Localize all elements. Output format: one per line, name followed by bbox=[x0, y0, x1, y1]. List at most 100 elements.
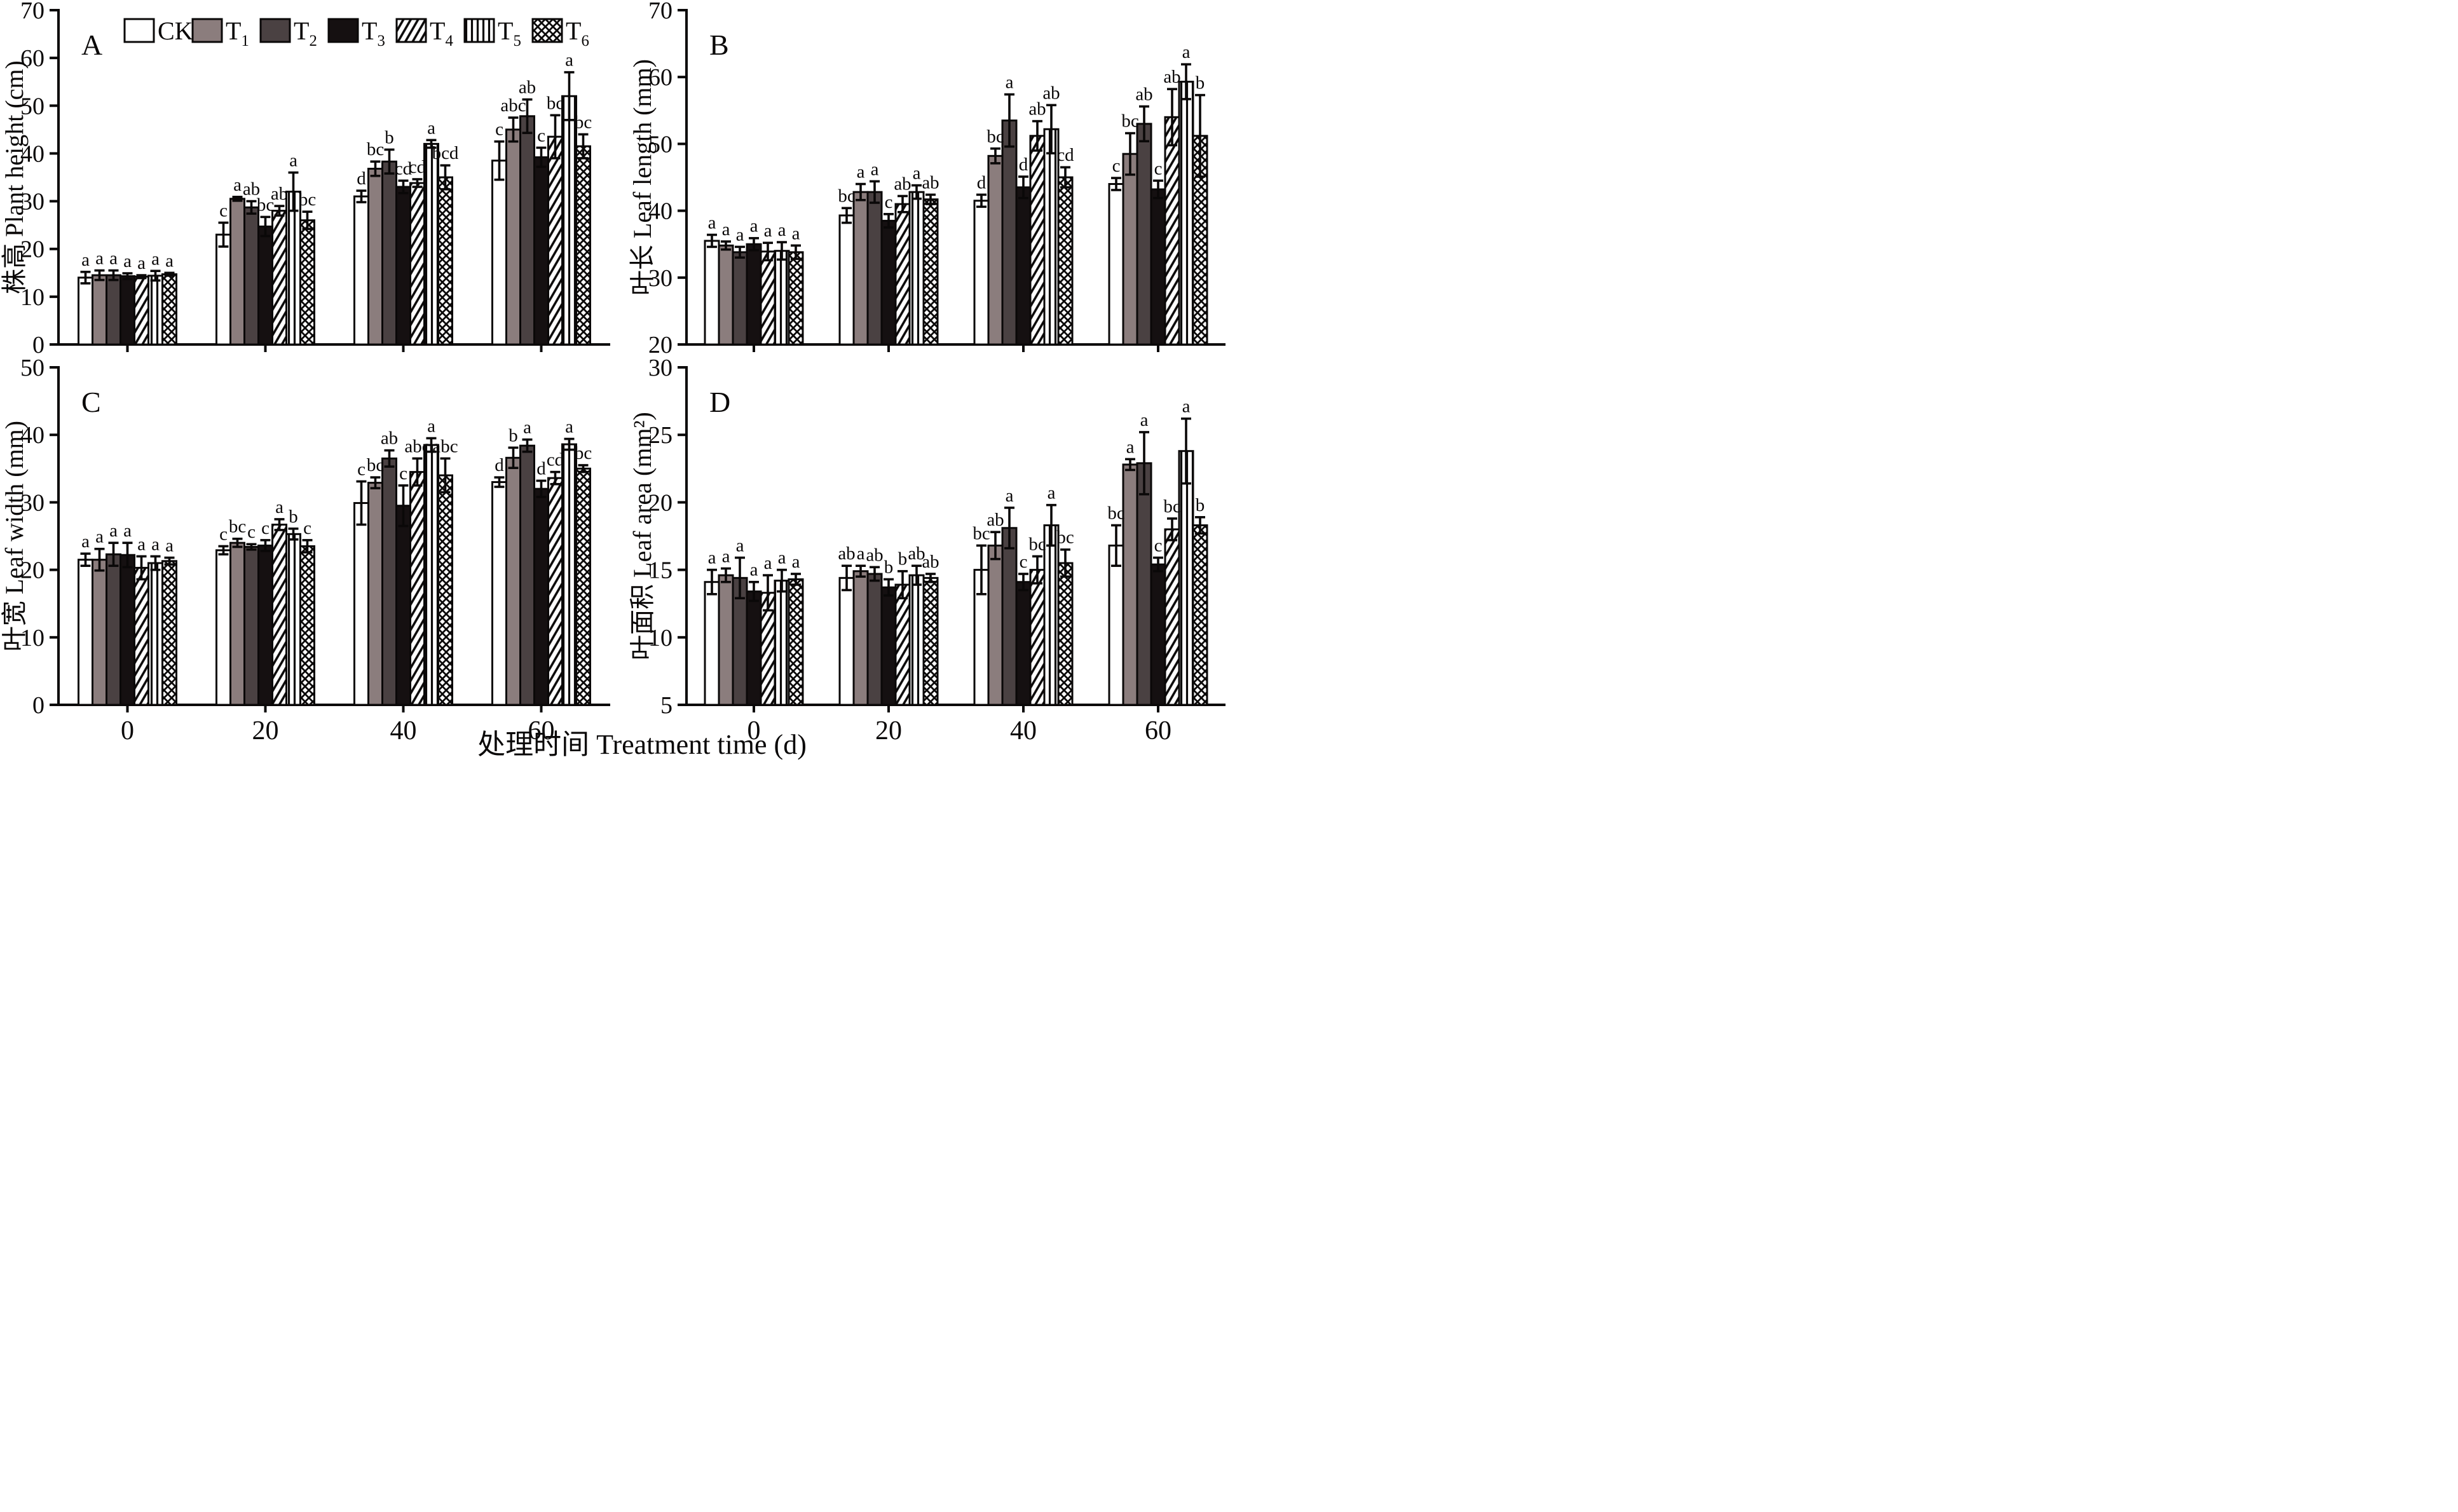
sig-letter-T6-d20: ab bbox=[922, 552, 939, 572]
x-tick-label: 40 bbox=[390, 716, 417, 746]
sig-letter-T6-d60: bc bbox=[575, 443, 592, 463]
bar-T5-d0 bbox=[774, 250, 790, 346]
error-bar-T5-d20 bbox=[288, 171, 299, 212]
sig-letter-T1-d20: a bbox=[857, 162, 865, 182]
bar-CK-d20 bbox=[215, 549, 231, 706]
bar-T6-d40 bbox=[1057, 562, 1074, 706]
bar-CK-d60 bbox=[1108, 544, 1124, 706]
sig-letter-T4-d40: ab bbox=[1028, 99, 1046, 119]
bar-T1-d60 bbox=[505, 456, 521, 706]
error-bar-T4-d0 bbox=[763, 574, 773, 612]
bar-T5-d20 bbox=[285, 191, 301, 346]
bar-T2-d20 bbox=[866, 573, 883, 706]
sig-letter-T3-d0: a bbox=[750, 216, 758, 236]
bar-T4-d0 bbox=[133, 566, 149, 706]
y-tick-label: 10 bbox=[648, 625, 673, 651]
y-tick-label: 0 bbox=[32, 692, 44, 719]
bar-T5-d60 bbox=[561, 443, 577, 706]
bar-CK-d0 bbox=[704, 581, 720, 706]
sig-letter-T5-d60: a bbox=[565, 50, 573, 71]
legend-label-T2: T2 bbox=[294, 17, 317, 50]
error-bar-T3-d60 bbox=[1153, 556, 1163, 573]
sig-letter-T3-d60: c bbox=[537, 125, 545, 146]
error-bar-CK-d60 bbox=[1111, 524, 1121, 568]
bar-T5-d0 bbox=[774, 580, 790, 706]
error-bar-T3-d40 bbox=[398, 484, 409, 528]
sig-letter-T5-d40: a bbox=[427, 118, 435, 138]
error-bar-T6-d20 bbox=[925, 193, 936, 205]
error-bar-T5-d20 bbox=[912, 184, 922, 200]
bar-T2-d60 bbox=[1136, 462, 1152, 706]
bar-T2-d40 bbox=[1001, 119, 1018, 346]
bar-T3-d0 bbox=[119, 275, 135, 346]
sig-letter-T4-d60: bc bbox=[547, 93, 564, 113]
panel-letter-D: D bbox=[709, 386, 730, 418]
error-bar-T2-d60 bbox=[1139, 431, 1149, 496]
bar-T5-d60 bbox=[1178, 81, 1194, 346]
error-bar-T5-d0 bbox=[777, 568, 787, 593]
x-tick-label: 60 bbox=[528, 716, 555, 746]
error-bar-T1-d0 bbox=[94, 547, 105, 572]
bar-T4-d60 bbox=[1164, 528, 1180, 706]
sig-letter-T2-d40: a bbox=[1006, 486, 1014, 506]
bar-T4-d40 bbox=[1029, 135, 1046, 346]
sig-letter-T2-d60: ab bbox=[1135, 84, 1152, 104]
error-bar-T3-d40 bbox=[398, 179, 409, 194]
error-bar-T1-d60 bbox=[1125, 458, 1135, 472]
error-bar-T4-d60 bbox=[1167, 517, 1177, 541]
x-tick-label: 20 bbox=[875, 716, 902, 746]
bar-T3-d40 bbox=[1015, 581, 1032, 706]
error-bar-T6-d60 bbox=[1195, 93, 1205, 178]
sig-letter-T1-d40: bc bbox=[367, 455, 384, 475]
bar-T1-d40 bbox=[987, 154, 1004, 346]
x-tick-label: 0 bbox=[748, 716, 761, 746]
sig-letter-T2-d0: a bbox=[736, 535, 744, 555]
bar-T3-d20 bbox=[880, 219, 897, 346]
y-tick-label: 30 bbox=[20, 189, 44, 215]
error-bar-T5-d40 bbox=[1046, 104, 1056, 154]
sig-letter-T2-d40: b bbox=[385, 127, 394, 147]
bar-T3-d0 bbox=[746, 243, 762, 346]
error-bar-T6-d0 bbox=[791, 573, 801, 586]
error-bar-CK-d60 bbox=[1111, 177, 1121, 191]
bar-T4-d20 bbox=[271, 210, 287, 346]
sig-letter-CK-d0: a bbox=[708, 548, 716, 568]
sig-letter-T3-d60: c bbox=[1154, 158, 1163, 179]
error-bar-T2-d0 bbox=[108, 269, 119, 282]
sig-letter-T5-d60: a bbox=[565, 417, 573, 437]
error-bar-T4-d40 bbox=[412, 457, 423, 487]
bar-T1-d40 bbox=[367, 482, 383, 706]
error-bar-T6-d0 bbox=[164, 271, 175, 277]
sig-letter-T1-d60: bc bbox=[1121, 111, 1138, 132]
bar-T2-d20 bbox=[243, 545, 259, 706]
y-tick-label: 30 bbox=[20, 489, 44, 516]
bar-T2-d60 bbox=[519, 115, 535, 346]
sig-letter-T3-d60: c bbox=[1154, 535, 1163, 555]
bar-T1-d60 bbox=[1122, 153, 1138, 346]
legend-label-T6: T6 bbox=[566, 17, 589, 50]
error-bar-T1-d20 bbox=[232, 196, 243, 202]
bar-T4-d0 bbox=[133, 275, 149, 346]
legend-swatch-T4 bbox=[395, 18, 427, 43]
error-bar-T1-d40 bbox=[990, 147, 1000, 165]
bar-T2-d0 bbox=[106, 274, 121, 346]
y-tick-label: 5 bbox=[660, 692, 673, 719]
bar-T6-d60 bbox=[575, 467, 591, 706]
sig-letter-CK-d0: a bbox=[81, 250, 90, 270]
error-bar-T5-d40 bbox=[1046, 503, 1056, 547]
legend-swatch-T1 bbox=[191, 18, 223, 43]
error-bar-T1-d40 bbox=[990, 531, 1000, 561]
error-bar-CK-d0 bbox=[80, 552, 91, 568]
error-bar-T5-d60 bbox=[564, 71, 575, 121]
sig-letter-T6-d40: bc bbox=[1056, 528, 1074, 548]
bar-T4-d40 bbox=[409, 471, 425, 706]
sig-letter-T4-d40: abc bbox=[404, 436, 430, 456]
bar-CK-d0 bbox=[78, 276, 93, 346]
sig-letter-T6-d40: abc bbox=[432, 436, 458, 456]
bar-T3-d40 bbox=[1015, 186, 1032, 346]
y-axis-title-C: 叶宽 Leaf width (mm) bbox=[0, 421, 29, 651]
sig-letter-T1-d20: bc bbox=[229, 517, 246, 537]
error-bar-CK-d60 bbox=[494, 140, 505, 181]
y-tick-label: 50 bbox=[648, 131, 673, 158]
